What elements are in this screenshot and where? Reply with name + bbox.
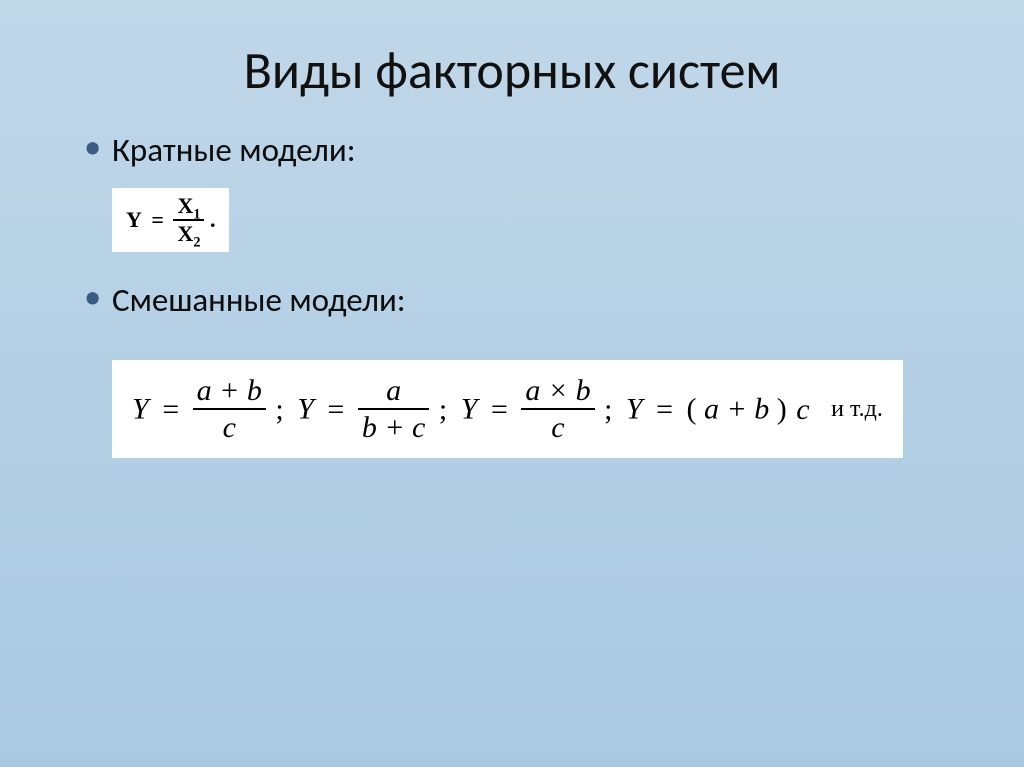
f2-p3-num: a × b bbox=[521, 374, 594, 410]
f2-p2-num: a bbox=[358, 374, 430, 410]
bullet-label: Смешанные модели: bbox=[112, 280, 406, 320]
slide-content: Кратные модели: Y = X1 X2 . Смешанные мо… bbox=[0, 130, 1024, 486]
f2-p4-inner: a + b bbox=[704, 393, 769, 426]
f2-sep1: ; bbox=[273, 393, 289, 426]
slide-title: Виды факторных систем bbox=[0, 0, 1024, 130]
slide: Виды факторных систем Кратные модели: Y … bbox=[0, 0, 1024, 767]
formula-box-2: Y = a + b c ; Y = a b + c ; Y = a × b c … bbox=[112, 360, 903, 458]
f2-p1-num: a + b bbox=[193, 374, 266, 410]
f2-p3-frac: a × b c bbox=[521, 374, 594, 444]
f2-eq: = bbox=[485, 393, 514, 426]
formula1-den-var: X bbox=[177, 221, 193, 246]
formula-box-1: Y = X1 X2 . bbox=[112, 188, 229, 252]
f2-p3-den: c bbox=[521, 410, 594, 444]
f2-sep3: ; bbox=[602, 393, 618, 426]
formula1-fraction: X1 X2 bbox=[173, 194, 204, 246]
f2-p1-lhs: Y bbox=[132, 393, 149, 426]
formula1-den-sub: 2 bbox=[193, 235, 200, 251]
formula1-num-sub: 1 bbox=[193, 206, 200, 222]
f2-p2-lhs: Y bbox=[297, 393, 314, 426]
f2-eq: = bbox=[156, 393, 185, 426]
f2-p2-frac: a b + c bbox=[358, 374, 430, 444]
formula1-lhs: Y bbox=[126, 207, 142, 232]
f2-tail-text: и т.д. bbox=[817, 396, 883, 422]
f2-p2-den: b + c bbox=[358, 410, 430, 444]
f2-sep2: ; bbox=[437, 393, 453, 426]
formula1-eq: = bbox=[147, 207, 168, 232]
f2-p4-lhs: Y bbox=[626, 393, 643, 426]
formula1-denominator: X2 bbox=[173, 221, 204, 246]
bullet-item-1: Кратные модели: bbox=[78, 130, 964, 170]
bullet-item-2: Смешанные модели: bbox=[78, 280, 964, 320]
f2-p1-den: c bbox=[193, 410, 266, 444]
bullet-label: Кратные модели: bbox=[112, 130, 356, 170]
f2-p4-tail: c bbox=[794, 393, 809, 426]
f2-eq: = bbox=[650, 393, 679, 426]
f2-p4-open: ( bbox=[687, 393, 697, 426]
formula1-numerator: X1 bbox=[173, 194, 204, 221]
f2-p4-close: ) bbox=[777, 393, 787, 426]
f2-p1-frac: a + b c bbox=[193, 374, 266, 444]
f2-p3-lhs: Y bbox=[461, 393, 478, 426]
formula1-num-var: X bbox=[177, 193, 193, 218]
formula1-trailing: . bbox=[210, 207, 216, 232]
f2-eq: = bbox=[321, 393, 350, 426]
